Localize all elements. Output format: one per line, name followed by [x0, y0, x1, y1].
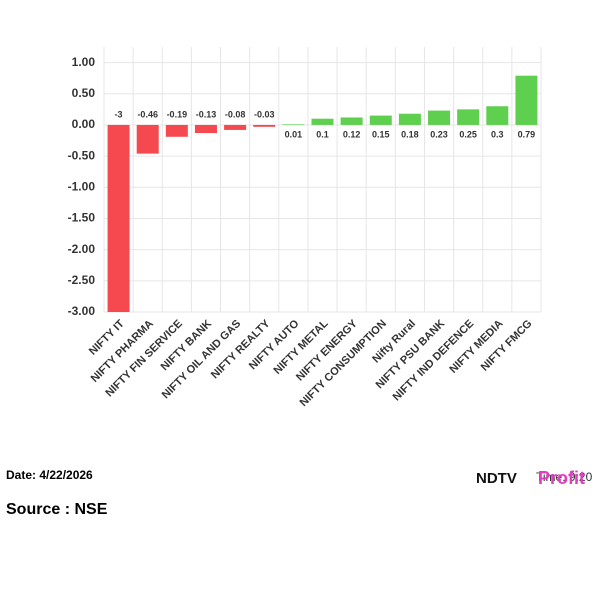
data-label: 0.01: [285, 129, 303, 139]
source: Source : NSE: [6, 501, 108, 518]
bar: [107, 124, 130, 312]
data-label: 0.79: [518, 129, 536, 139]
bar: [457, 109, 480, 125]
y-tick-label: -1.00: [68, 179, 96, 193]
data-label: 0.25: [459, 129, 477, 139]
y-tick-label: -0.50: [68, 148, 96, 162]
y-tick-label: -2.50: [68, 273, 96, 287]
bar: [136, 124, 159, 154]
bar: [398, 113, 421, 125]
data-label: 0.15: [372, 129, 390, 139]
y-tick-label: 0.00: [72, 117, 96, 131]
logo-left: NDTV: [476, 470, 517, 487]
bar: [340, 117, 363, 125]
bar: [253, 124, 276, 127]
data-label: -0.19: [167, 109, 188, 119]
data-label: 0.23: [430, 129, 448, 139]
bar: [282, 124, 305, 125]
bar: [194, 124, 217, 134]
bar: [224, 124, 247, 130]
data-label: 0.3: [491, 129, 504, 139]
data-label: 0.18: [401, 129, 419, 139]
bar: [486, 106, 509, 125]
y-tick-label: 0.50: [72, 86, 96, 100]
logo-right: Profit: [538, 468, 585, 488]
bar: [165, 124, 188, 137]
time: Time: 9:20: [536, 470, 593, 484]
bar: [515, 75, 538, 125]
date: Date: 4/22/2026: [6, 468, 93, 482]
y-tick-label: -3.00: [68, 304, 96, 318]
data-label: -0.03: [254, 109, 275, 119]
data-label: 0.1: [316, 129, 329, 139]
y-tick-label: 1.00: [72, 55, 96, 69]
y-tick-label: -1.50: [68, 211, 96, 225]
bar: [428, 110, 451, 125]
bar: [369, 115, 392, 125]
data-label: 0.12: [343, 129, 361, 139]
y-tick-label: -2.00: [68, 242, 96, 256]
bar: [311, 118, 334, 125]
data-label: -0.46: [137, 109, 158, 119]
x-tick-label: NIFTY FMCG: [479, 318, 535, 374]
data-label: -0.13: [196, 109, 217, 119]
data-label: -3: [115, 109, 123, 119]
data-label: -0.08: [225, 109, 246, 119]
